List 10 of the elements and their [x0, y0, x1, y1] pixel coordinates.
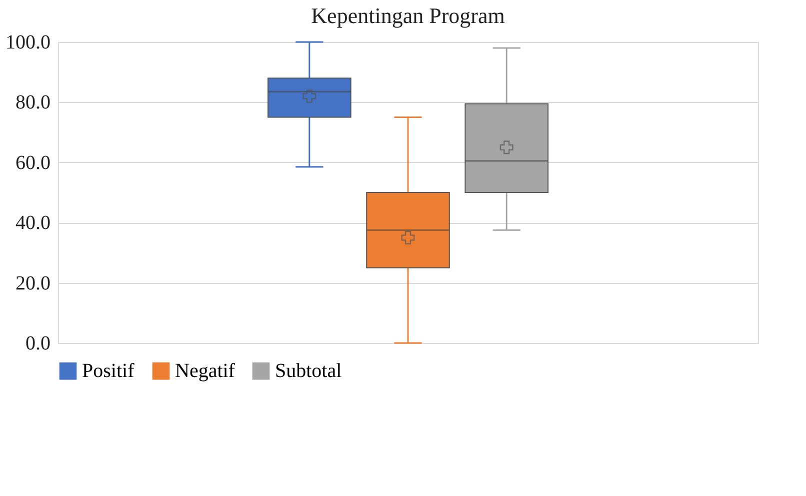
y-tick-label: 80.0 [16, 92, 50, 114]
legend-label: Negatif [175, 360, 236, 382]
chart-title: Kepentingan Program [311, 3, 505, 28]
y-tick-label: 0.0 [26, 332, 50, 354]
y-tick-label: 40.0 [16, 212, 50, 234]
legend-label: Subtotal [275, 360, 342, 382]
y-tick-label: 100.0 [6, 32, 50, 54]
y-tick-label: 20.0 [16, 272, 50, 294]
legend-label: Positif [82, 360, 135, 382]
y-tick-label: 60.0 [16, 152, 50, 174]
